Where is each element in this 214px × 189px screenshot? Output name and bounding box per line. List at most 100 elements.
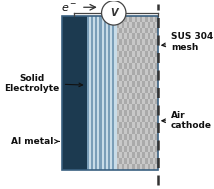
Bar — [119, 146, 122, 152]
Text: Solid
Electrolyte: Solid Electrolyte — [4, 74, 83, 93]
Bar — [122, 93, 124, 98]
Bar — [140, 28, 142, 33]
Bar — [124, 16, 127, 22]
Bar — [145, 146, 147, 152]
Bar — [106, 16, 108, 170]
Bar — [142, 33, 145, 39]
Bar — [127, 164, 129, 170]
Bar — [119, 28, 122, 33]
Bar — [122, 164, 124, 170]
Bar — [145, 63, 147, 69]
Bar — [140, 51, 142, 57]
Bar — [132, 128, 135, 134]
Bar — [135, 63, 137, 69]
Bar — [140, 39, 142, 45]
Bar — [135, 158, 137, 164]
Bar — [153, 57, 155, 63]
Bar — [127, 105, 129, 110]
Bar — [135, 98, 137, 105]
Bar — [145, 158, 147, 164]
Bar — [122, 45, 124, 51]
Bar — [132, 57, 135, 63]
Bar — [140, 110, 142, 116]
Bar — [150, 63, 153, 69]
Bar — [153, 81, 155, 87]
Bar — [89, 16, 91, 170]
Bar — [108, 16, 110, 170]
Bar — [153, 45, 155, 51]
Bar — [100, 16, 102, 170]
Bar — [155, 134, 158, 140]
Bar — [153, 69, 155, 75]
Bar — [124, 51, 127, 57]
Bar — [122, 57, 124, 63]
Bar — [147, 57, 150, 63]
Bar — [135, 87, 137, 93]
Bar — [114, 16, 117, 170]
Bar — [145, 134, 147, 140]
Bar — [124, 146, 127, 152]
Bar — [150, 51, 153, 57]
Bar — [145, 98, 147, 105]
Bar — [155, 158, 158, 164]
Bar — [153, 140, 155, 146]
Bar — [117, 93, 119, 98]
Bar — [117, 81, 119, 87]
Bar — [147, 105, 150, 110]
Bar — [147, 33, 150, 39]
Bar — [137, 57, 140, 63]
Bar — [145, 16, 147, 22]
Bar — [119, 122, 122, 128]
Bar — [129, 63, 132, 69]
Bar — [153, 152, 155, 158]
Bar — [117, 45, 119, 51]
Bar — [135, 39, 137, 45]
Bar — [127, 69, 129, 75]
Bar — [129, 134, 132, 140]
Bar — [119, 16, 122, 22]
Bar — [150, 110, 153, 116]
Bar — [62, 16, 86, 170]
Bar — [137, 152, 140, 158]
Bar — [140, 75, 142, 81]
Bar — [155, 63, 158, 69]
Bar — [145, 51, 147, 57]
Bar — [137, 140, 140, 146]
Bar — [132, 140, 135, 146]
Bar — [142, 93, 145, 98]
Bar — [124, 63, 127, 69]
Bar — [147, 69, 150, 75]
Bar — [150, 98, 153, 105]
Bar — [137, 128, 140, 134]
Bar — [104, 16, 106, 170]
Bar — [127, 128, 129, 134]
Bar — [145, 110, 147, 116]
Bar — [119, 158, 122, 164]
Bar — [140, 158, 142, 164]
Bar — [142, 45, 145, 51]
Bar — [135, 110, 137, 116]
Bar — [132, 105, 135, 110]
Text: V: V — [110, 8, 117, 18]
Bar — [119, 110, 122, 116]
Bar — [137, 116, 140, 122]
Bar — [124, 87, 127, 93]
Bar — [142, 128, 145, 134]
Bar — [147, 22, 150, 28]
Bar — [140, 134, 142, 140]
Bar — [122, 33, 124, 39]
Bar — [147, 164, 150, 170]
Bar — [117, 33, 119, 39]
Bar — [147, 152, 150, 158]
Bar — [132, 69, 135, 75]
Bar — [135, 51, 137, 57]
Bar — [127, 93, 129, 98]
Bar — [137, 93, 140, 98]
Bar — [127, 45, 129, 51]
Text: Al metal: Al metal — [11, 137, 59, 146]
Bar — [140, 63, 142, 69]
Bar — [145, 75, 147, 81]
Bar — [129, 51, 132, 57]
Bar — [132, 45, 135, 51]
Bar — [155, 16, 158, 22]
